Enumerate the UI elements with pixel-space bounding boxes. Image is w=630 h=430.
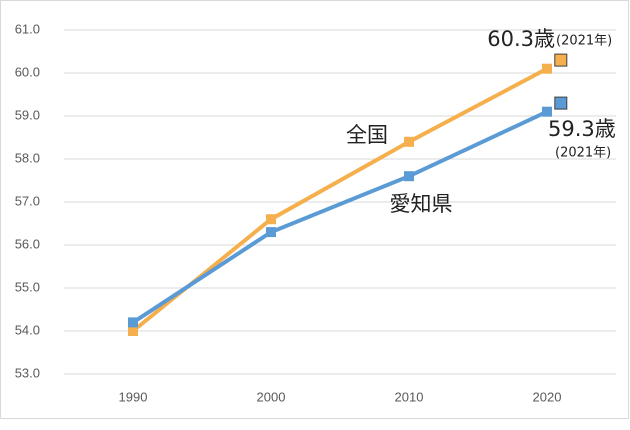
y-tick-label: 60.0 (15, 64, 40, 79)
y-tick-label: 59.0 (15, 107, 40, 122)
point-marker (266, 227, 276, 238)
y-tick-label: 56.0 (15, 236, 40, 251)
point-marker (128, 326, 138, 336)
x-tick-label: 2020 (533, 389, 562, 404)
y-tick-label: 61.0 (15, 21, 40, 36)
point-marker (542, 106, 552, 117)
point-marker (404, 171, 414, 182)
annotation-note: (2021年) (555, 146, 611, 161)
point-marker (128, 317, 138, 328)
series-label: 愛知県 (390, 192, 453, 216)
y-tick-label: 57.0 (15, 193, 40, 208)
annotation-note: (2021年) (556, 34, 612, 49)
y-tick-label: 55.0 (15, 279, 40, 294)
series-line (131, 109, 548, 325)
annotation-label: 60.3歳 (487, 27, 555, 51)
annotation-label: 59.3歳 (548, 117, 616, 141)
y-tick-label: 53.0 (15, 365, 40, 380)
annotation-marker (554, 53, 568, 67)
x-tick-label: 1990 (119, 389, 148, 404)
annotation-marker (554, 96, 568, 110)
x-tick-label: 2000 (257, 389, 286, 404)
y-tick-label: 58.0 (15, 150, 40, 165)
series-label: 全国 (346, 123, 388, 147)
point-marker (404, 136, 414, 147)
point-marker (266, 214, 276, 225)
y-tick-label: 54.0 (15, 322, 40, 337)
x-tick-label: 2010 (395, 389, 424, 404)
chart-border (0, 0, 629, 419)
point-marker (542, 63, 552, 74)
